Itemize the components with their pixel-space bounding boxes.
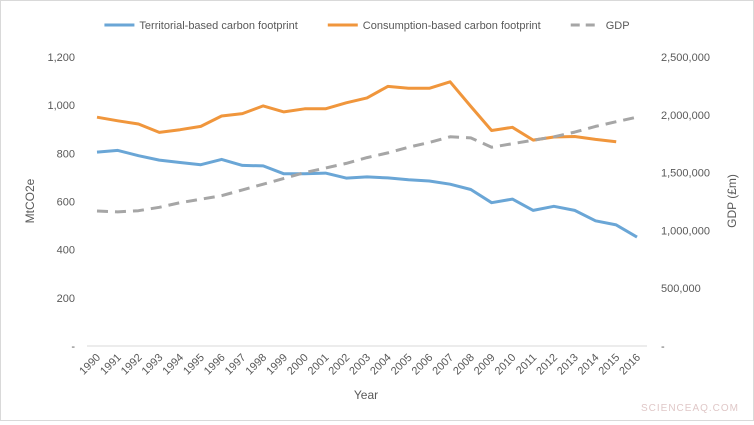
x-tick-label: 2011 — [514, 352, 539, 377]
x-tick-label: 1996 — [202, 352, 228, 378]
y-tick-label: 800 — [57, 148, 75, 160]
x-tick-label: 2009 — [472, 352, 498, 378]
x-tick-label: 2015 — [597, 352, 623, 378]
x-tick-label: 1997 — [223, 352, 249, 378]
watermark: SCIENCEAQ.COM — [641, 403, 739, 414]
series-line-1 — [97, 82, 616, 142]
x-tick-label: 1994 — [160, 352, 186, 378]
x-tick-label: 2008 — [451, 352, 477, 378]
x-tick-label: 2001 — [306, 352, 332, 378]
x-tick-label: 2000 — [285, 352, 311, 378]
y-tick-label: 200 — [57, 293, 75, 305]
y2-tick-label: 500,000 — [661, 283, 701, 295]
y2-axis-label: GDP (£m) — [725, 174, 739, 228]
x-tick-label: 2014 — [576, 352, 602, 378]
legend-label: GDP — [606, 20, 630, 32]
x-tick-label: 2004 — [368, 352, 394, 378]
x-tick-label: 1998 — [243, 352, 269, 378]
x-tick-label: 1995 — [181, 352, 207, 378]
legend: Territorial-based carbon footprint Consum… — [104, 20, 629, 32]
y-tick-label: 1,000 — [47, 100, 75, 112]
legend-label: Territorial-based carbon footprint — [139, 20, 297, 32]
x-tick-label: 2016 — [617, 352, 643, 378]
x-tick-label: 2010 — [493, 352, 519, 378]
y-tick-label: 400 — [57, 245, 75, 257]
x-tick-label: 1991 — [98, 352, 124, 378]
y2-tick-label: 2,000,000 — [661, 110, 710, 122]
x-tick-label: 1992 — [119, 352, 145, 378]
x-tick-label: 2003 — [347, 352, 373, 378]
x-tick-label: 2005 — [389, 352, 415, 378]
y2-tick-label: 1,000,000 — [661, 225, 710, 237]
x-tick-label: 1990 — [77, 352, 103, 378]
x-axis-label: Year — [354, 388, 378, 402]
y-tick-label: 1,200 — [47, 52, 75, 64]
y-tick-label: 600 — [57, 197, 75, 209]
y2-tick-label: 2,500,000 — [661, 52, 710, 64]
x-tick-label: 2006 — [410, 352, 436, 378]
x-tick-label: 2002 — [327, 352, 353, 378]
x-tick-label: 2007 — [430, 352, 456, 378]
x-tick-label: 1993 — [140, 352, 166, 378]
y2-tick-label: - — [661, 341, 665, 353]
x-tick-label: 2013 — [555, 352, 581, 378]
y2-tick-label: 1,500,000 — [661, 168, 710, 180]
legend-label: Consumption-based carbon footprint — [363, 20, 541, 32]
y-axis-label: MtCO2e — [23, 178, 37, 223]
x-tick-label: 2012 — [534, 352, 560, 378]
series-line-0 — [97, 150, 637, 237]
y-tick-label: - — [71, 341, 75, 353]
x-tick-label: 1999 — [264, 352, 290, 378]
